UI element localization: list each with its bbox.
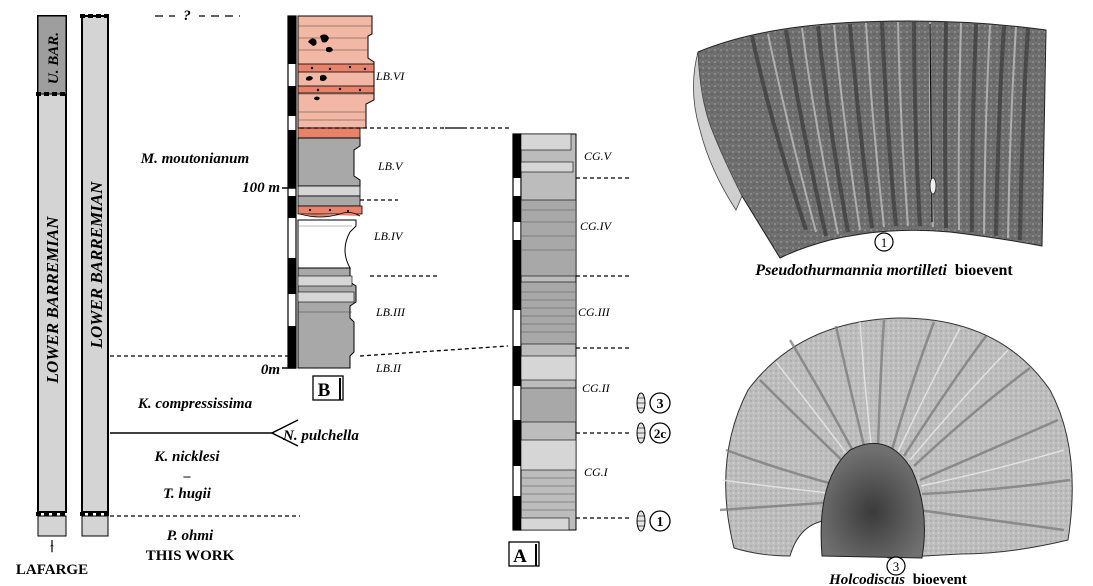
this-work-column: LOWER BARREMIAN THIS WORK [80,14,235,564]
unit-lb-vi: LB.VI [375,69,405,83]
lafarge-stage-label: LOWER BARREMIAN [43,216,62,384]
unit-cg-iii: CG.III [578,305,611,319]
fossil-bottom-genus: Holcodiscus [828,572,905,586]
unit-lb-v: LB.V [377,159,404,173]
unit-cg-ii: CG.II [582,381,611,395]
zone-hugii: T. hugii [163,486,212,502]
bioevent-marker-2c: 2c [636,422,671,444]
zone-pulchella: N. pulchella [282,428,359,444]
bioevent-number-1: 1 [657,515,664,530]
zone-dash: – [183,469,192,484]
fossil-holcodiscus: 3 Holcodiscus bioevent [719,317,1073,586]
section-a: CG.V CG.IV CG.III CG.II CG.I 3 2c [508,133,671,567]
fossil-top-suffix: bioevent [955,262,1013,279]
section-b: 100 m 0m [242,15,512,401]
section-b-scale-top: 100 m [242,180,280,196]
fossil-bottom-number: 3 [893,559,900,574]
unit-cg-i: CG.I [584,465,609,479]
lafarge-upper-label: U. BAR. [46,32,62,84]
zone-ohmi: P. ohmi [167,528,214,544]
fossil-bottom-suffix: bioevent [913,572,967,586]
bioevent-number-2c: 2c [654,426,667,441]
unit-lb-ii: LB.II [375,361,402,375]
fossil-bottom-caption: Holcodiscus bioevent [828,572,967,586]
this-work-stage-label: LOWER BARREMIAN [87,181,106,349]
lafarge-column: U. BAR. LOWER BARREMIAN ↑ LAFARGE [16,15,88,578]
zone-compressissima: K. compressissima [137,396,253,412]
ammonite-zones: ? M. moutonianum K. compressissima N. pu… [110,6,359,544]
fossil-top-number: 1 [881,235,888,250]
unit-lb-iii: LB.III [375,305,406,319]
zone-nicklesi: K. nicklesi [153,449,220,465]
bioevent-marker-1: 1 [636,510,671,532]
zone-uncertain-top: ? [183,8,191,24]
zone-moutonianum: M. moutonianum [140,151,249,167]
lafarge-label: LAFARGE [16,562,88,578]
this-work-label: THIS WORK [146,548,235,564]
unit-cg-v: CG.V [584,149,613,163]
unit-lb-iv: LB.IV [373,229,404,243]
lafarge-arrow-icon: ↑ [49,541,56,556]
bioevent-number-3: 3 [657,397,664,412]
bioevent-marker-3: 3 [636,392,671,414]
unit-cg-iv: CG.IV [580,219,613,233]
section-b-scale-bottom: 0m [261,362,280,378]
fossil-top-genus: Pseudothurmannia mortilleti [754,262,947,279]
section-a-label: A [513,546,527,567]
fossil-top-caption: Pseudothurmannia mortilleti bioevent [754,262,1013,279]
section-b-label: B [318,380,331,401]
fossil-pseudothurmannia: 1 Pseudothurmannia mortilleti bioevent [693,20,1047,279]
